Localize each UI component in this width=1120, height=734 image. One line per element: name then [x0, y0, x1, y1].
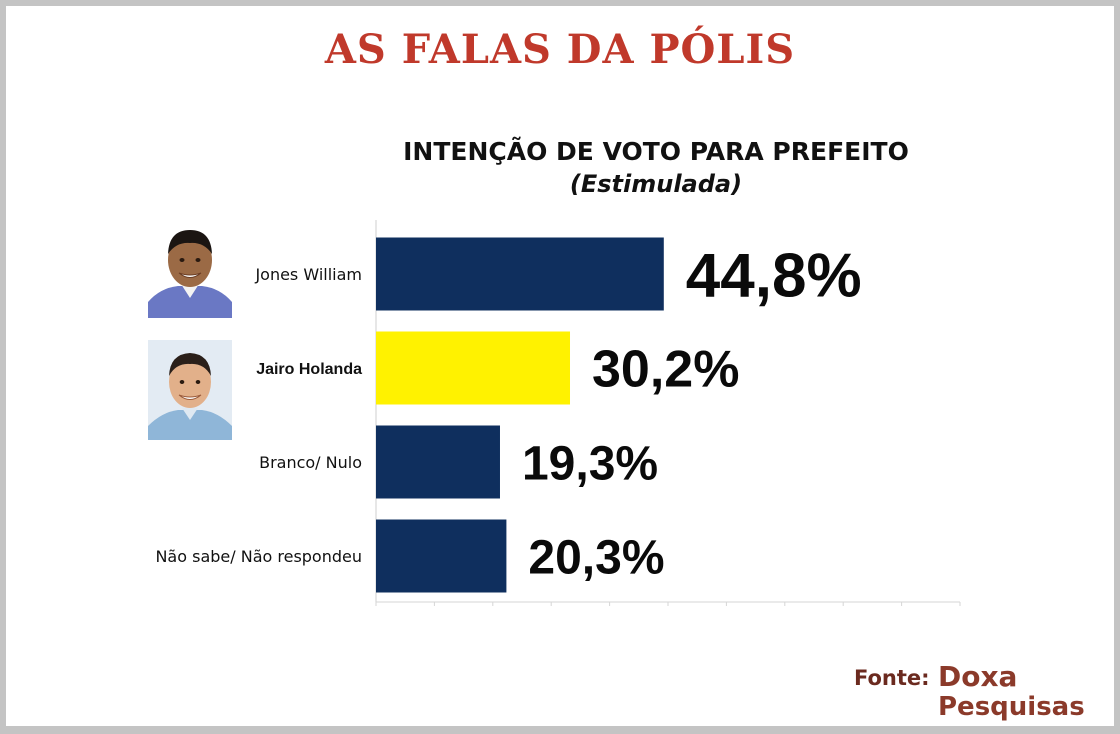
category-label: Branco/ Nulo: [259, 453, 362, 472]
bar: [376, 237, 664, 311]
source-org-line2: Pesquisas: [938, 692, 1085, 722]
poll-card: AS FALAS DA PÓLIS INTENÇÃO DE VOTO PARA …: [6, 6, 1114, 726]
chart-subtitle: (Estimulada): [569, 170, 743, 198]
category-label: Jones William: [254, 265, 362, 284]
data-label: 44,8%: [686, 241, 862, 310]
jones-william-photo-icon: [148, 218, 232, 318]
chart-title: INTENÇÃO DE VOTO PARA PREFEITO: [403, 137, 909, 166]
page-title: AS FALAS DA PÓLIS: [324, 26, 796, 73]
bar: [376, 331, 571, 405]
bar: [376, 519, 507, 593]
data-label: 20,3%: [528, 531, 664, 584]
data-label: 30,2%: [592, 341, 739, 399]
bar-chart: Jones William 44,8% Jairo Holanda 30,2% Bran…: [155, 220, 961, 606]
jairo-holanda-photo-icon: [148, 340, 232, 440]
bar: [376, 425, 500, 499]
source-org-line1: Doxa: [938, 660, 1018, 693]
source-credit: Fonte: Doxa Pesquisas: [854, 660, 1085, 722]
category-label: Jairo Holanda: [256, 361, 362, 378]
source-label: Fonte:: [854, 666, 930, 690]
category-label: Não sabe/ Não respondeu: [155, 547, 362, 566]
data-label: 19,3%: [522, 437, 658, 490]
